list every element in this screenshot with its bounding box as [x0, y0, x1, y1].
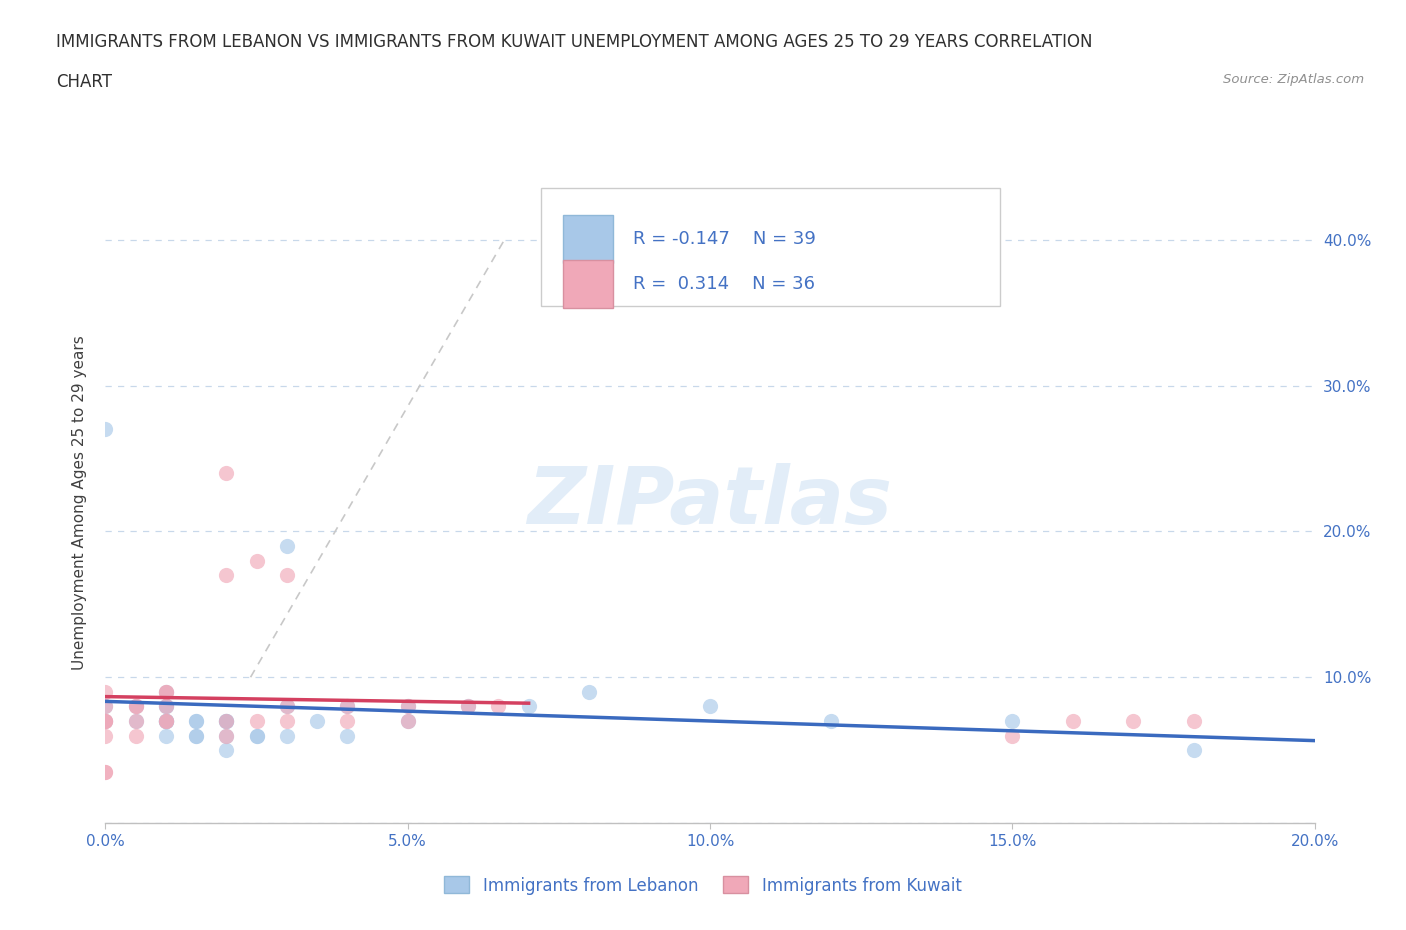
Point — [307, 713, 329, 728]
Point — [125, 713, 148, 728]
Point — [820, 713, 842, 728]
Point — [155, 728, 177, 743]
Y-axis label: Unemployment Among Ages 25 to 29 years: Unemployment Among Ages 25 to 29 years — [72, 335, 87, 670]
Point — [215, 713, 238, 728]
Point — [336, 699, 359, 714]
Point — [155, 699, 177, 714]
Point — [155, 684, 177, 699]
Point — [215, 728, 238, 743]
Point — [396, 699, 419, 714]
Point — [94, 764, 117, 779]
Point — [396, 713, 419, 728]
Point — [94, 713, 117, 728]
Point — [1122, 713, 1144, 728]
Point — [246, 553, 269, 568]
Point — [155, 713, 177, 728]
Point — [336, 699, 359, 714]
Point — [215, 466, 238, 481]
Text: IMMIGRANTS FROM LEBANON VS IMMIGRANTS FROM KUWAIT UNEMPLOYMENT AMONG AGES 25 TO : IMMIGRANTS FROM LEBANON VS IMMIGRANTS FR… — [56, 33, 1092, 50]
Point — [155, 713, 177, 728]
Text: R =  0.314    N = 36: R = 0.314 N = 36 — [633, 275, 814, 293]
Point — [125, 699, 148, 714]
Point — [186, 713, 208, 728]
Point — [125, 699, 148, 714]
Point — [155, 713, 177, 728]
Point — [125, 699, 148, 714]
Point — [186, 728, 208, 743]
Point — [155, 684, 177, 699]
Point — [396, 699, 419, 714]
Point — [246, 713, 269, 728]
Point — [276, 699, 298, 714]
Text: Source: ZipAtlas.com: Source: ZipAtlas.com — [1223, 73, 1364, 86]
Point — [94, 699, 117, 714]
Point — [1062, 713, 1084, 728]
Point — [336, 713, 359, 728]
Point — [276, 713, 298, 728]
Point — [578, 684, 600, 699]
Point — [336, 728, 359, 743]
Point — [94, 713, 117, 728]
Point — [699, 699, 721, 714]
Point — [186, 713, 208, 728]
Point — [215, 713, 238, 728]
Point — [125, 713, 148, 728]
Point — [155, 713, 177, 728]
Point — [276, 699, 298, 714]
Point — [215, 743, 238, 758]
Point — [215, 713, 238, 728]
Point — [94, 764, 117, 779]
Point — [215, 728, 238, 743]
Point — [155, 713, 177, 728]
Point — [517, 699, 540, 714]
FancyBboxPatch shape — [562, 216, 613, 263]
Point — [155, 684, 177, 699]
Point — [457, 699, 479, 714]
Point — [1001, 713, 1024, 728]
Point — [215, 567, 238, 582]
Point — [94, 713, 117, 728]
Point — [155, 699, 177, 714]
Point — [186, 728, 208, 743]
Point — [276, 567, 298, 582]
Point — [1001, 728, 1024, 743]
Point — [1182, 713, 1205, 728]
Point — [457, 699, 479, 714]
Legend: Immigrants from Lebanon, Immigrants from Kuwait: Immigrants from Lebanon, Immigrants from… — [437, 870, 969, 901]
Point — [94, 699, 117, 714]
Point — [94, 684, 117, 699]
Point — [94, 728, 117, 743]
Point — [246, 728, 269, 743]
Point — [215, 713, 238, 728]
Point — [488, 699, 510, 714]
Point — [276, 728, 298, 743]
Point — [155, 699, 177, 714]
Point — [94, 422, 117, 437]
FancyBboxPatch shape — [541, 188, 1000, 307]
Point — [94, 713, 117, 728]
Point — [396, 713, 419, 728]
Text: ZIPatlas: ZIPatlas — [527, 463, 893, 541]
Point — [1182, 743, 1205, 758]
Text: CHART: CHART — [56, 73, 112, 90]
Point — [246, 728, 269, 743]
Point — [125, 728, 148, 743]
Point — [276, 538, 298, 553]
Text: R = -0.147    N = 39: R = -0.147 N = 39 — [633, 230, 815, 248]
Point — [155, 713, 177, 728]
FancyBboxPatch shape — [562, 260, 613, 308]
